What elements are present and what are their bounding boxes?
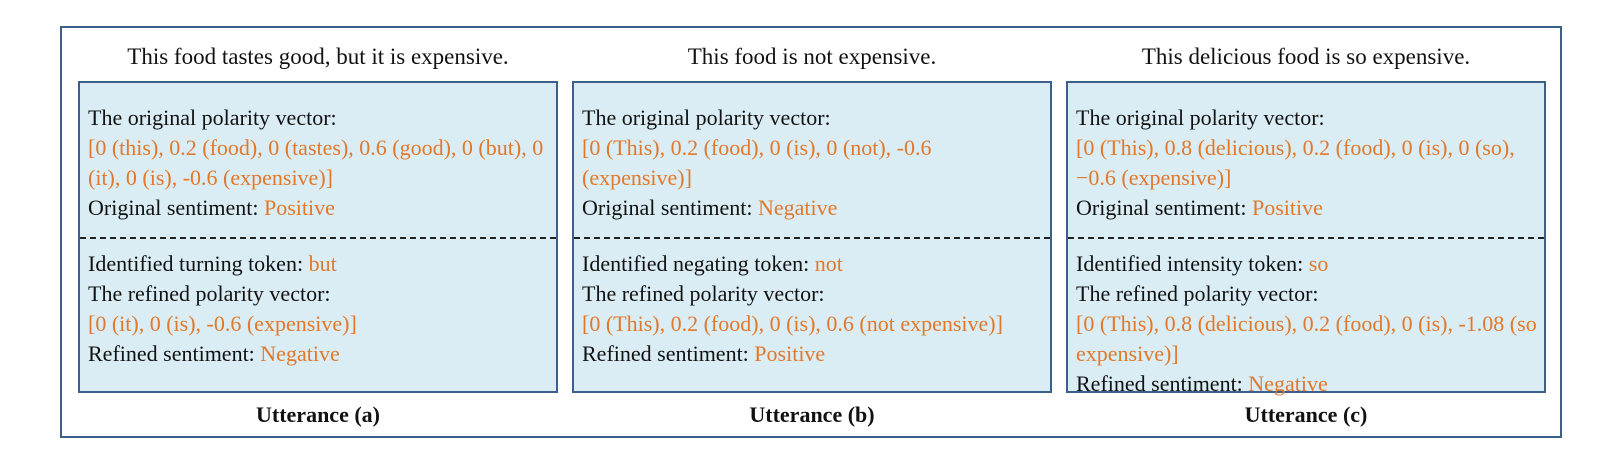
refined-sentiment-label: Refined sentiment:	[1076, 371, 1243, 396]
refined-vector: [0 (it), 0 (is), -0.6 (expensive)]	[88, 311, 357, 336]
refined-vector-label: The refined polarity vector:	[582, 281, 825, 306]
original-vector-label: The original polarity vector:	[582, 105, 831, 130]
refined-sentiment-row: Refined sentiment: Positive	[582, 339, 1044, 369]
utterance-sentence: This food tastes good, but it is expensi…	[127, 44, 509, 69]
original-vector-label: The original polarity vector:	[88, 105, 337, 130]
original-sentiment-label: Original sentiment:	[1076, 195, 1247, 220]
refined-section: Identified turning token: but The refine…	[88, 249, 550, 369]
original-vector: [0 (This), 0.2 (food), 0 (is), 0 (not), …	[582, 135, 932, 190]
original-sentiment-row: Original sentiment: Negative	[582, 193, 1044, 223]
utterance-caption: Utterance (c)	[1244, 402, 1368, 427]
dashed-divider	[1068, 237, 1544, 239]
original-sentiment-value: Negative	[757, 195, 838, 220]
refined-vector: [0 (This), 0.2 (food), 0 (is), 0.6 (not …	[582, 311, 1003, 336]
token-value: so	[1308, 251, 1329, 276]
dashed-divider	[80, 237, 556, 239]
refined-vector-label: The refined polarity vector:	[88, 281, 331, 306]
refined-vector: [0 (This), 0.8 (delicious), 0.2 (food), …	[1076, 311, 1537, 366]
refined-vector-label: The refined polarity vector:	[1076, 281, 1319, 306]
token-label: Identified turning token:	[88, 251, 304, 276]
token-value: not	[814, 251, 843, 276]
identified-token-row: Identified intensity token: so	[1076, 249, 1538, 279]
original-sentiment-row: Original sentiment: Positive	[88, 193, 550, 223]
identified-token-row: Identified turning token: but	[88, 249, 550, 279]
original-sentiment-label: Original sentiment:	[582, 195, 753, 220]
utterance-column-b: This food is not expensive. The original…	[572, 0, 1052, 427]
original-vector: [0 (this), 0.2 (food), 0 (tastes), 0.6 (…	[88, 135, 544, 190]
analysis-panel: The original polarity vector: [0 (this),…	[78, 81, 558, 393]
original-sentiment-row: Original sentiment: Positive	[1076, 193, 1538, 223]
original-section: The original polarity vector: [0 (This),…	[582, 103, 1044, 223]
original-sentiment-value: Positive	[1251, 195, 1323, 220]
utterance-column-a: This food tastes good, but it is expensi…	[78, 0, 558, 427]
refined-section: Identified negating token: not The refin…	[582, 249, 1044, 369]
token-label: Identified intensity token:	[1076, 251, 1304, 276]
token-value: but	[308, 251, 337, 276]
dashed-divider	[574, 237, 1050, 239]
refined-sentiment-label: Refined sentiment:	[582, 341, 749, 366]
original-section: The original polarity vector: [0 (this),…	[88, 103, 550, 223]
utterance-sentence: This delicious food is so expensive.	[1141, 44, 1471, 69]
original-section: The original polarity vector: [0 (This),…	[1076, 103, 1538, 223]
token-label: Identified negating token:	[582, 251, 810, 276]
refined-section: Identified intensity token: so The refin…	[1076, 249, 1538, 399]
refined-sentiment-value: Negative	[260, 341, 340, 366]
analysis-panel: The original polarity vector: [0 (This),…	[1066, 81, 1546, 396]
figure-frame	[60, 26, 1562, 438]
original-vector-label: The original polarity vector:	[1076, 105, 1325, 130]
refined-sentiment-row: Refined sentiment: Negative	[88, 339, 550, 369]
utterance-column-c: This delicious food is so expensive. The…	[1066, 0, 1546, 427]
refined-sentiment-label: Refined sentiment:	[88, 341, 255, 366]
original-sentiment-value: Positive	[263, 195, 335, 220]
utterance-caption: Utterance (a)	[256, 402, 380, 427]
refined-sentiment-value: Positive	[754, 341, 826, 366]
identified-token-row: Identified negating token: not	[582, 249, 1044, 279]
utterance-sentence: This food is not expensive.	[687, 44, 937, 69]
analysis-panel: The original polarity vector: [0 (This),…	[572, 81, 1052, 393]
original-sentiment-label: Original sentiment:	[88, 195, 259, 220]
refined-sentiment-value: Negative	[1248, 371, 1328, 396]
original-vector: [0 (This), 0.8 (delicious), 0.2 (food), …	[1076, 135, 1515, 190]
refined-sentiment-row: Refined sentiment: Negative	[1076, 369, 1538, 399]
utterance-caption: Utterance (b)	[749, 402, 875, 427]
